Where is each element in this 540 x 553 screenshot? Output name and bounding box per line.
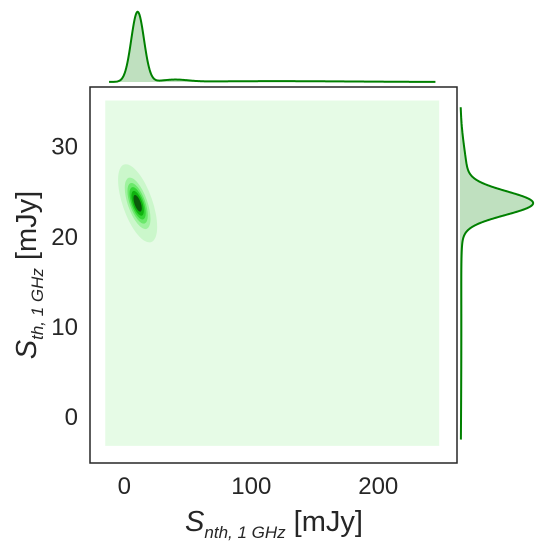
right-marginal-kde [459,106,535,440]
top-marginal-line [109,10,436,83]
kde-background-level [105,100,440,446]
top-marginal-kde [109,10,436,83]
right-marginal-fill [460,106,534,440]
y-axis-label: Sth, 1 GHz[mJy] [11,191,47,359]
y-tick-label: 10 [51,314,78,341]
top-marginal-fill [109,11,436,83]
y-tick-label: 30 [51,134,78,161]
right-marginal-line [459,107,535,440]
y-tick-label: 0 [65,404,78,431]
x-axis-ticks: 0 100 200 [118,473,399,500]
kde-contour [133,194,142,212]
x-tick-label: 0 [118,473,131,500]
y-axis-ticks: 0 10 20 30 [51,134,78,432]
plot-frame [89,86,458,464]
x-axis-label: Snth, 1 GHz [mJy] [185,506,363,542]
x-tick-label: 200 [358,473,398,500]
y-tick-label: 20 [51,224,78,251]
kde-contour-levels [118,164,158,243]
x-tick-label: 100 [231,473,271,500]
joint-kde-area [105,100,440,446]
